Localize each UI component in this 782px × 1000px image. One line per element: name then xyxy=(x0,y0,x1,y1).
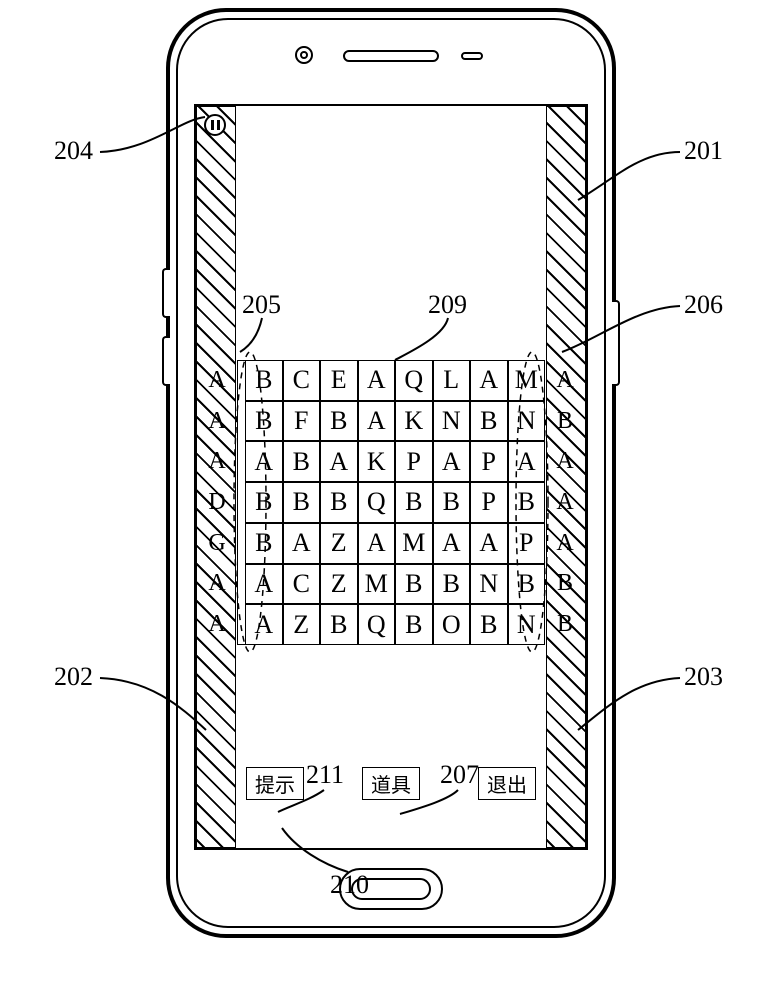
side-cell: A xyxy=(208,401,226,442)
grid-cell[interactable]: A xyxy=(433,441,471,482)
grid-cell[interactable]: O xyxy=(433,604,471,645)
earpiece-speaker-icon xyxy=(343,50,439,62)
grid-cell[interactable]: Q xyxy=(395,360,433,401)
front-camera-icon xyxy=(295,46,313,64)
grid-cell[interactable]: Z xyxy=(320,523,358,564)
grid-cell[interactable]: B xyxy=(320,401,358,442)
grid-cell[interactable]: C xyxy=(283,360,321,401)
grid-cell[interactable]: A xyxy=(358,360,396,401)
grid-cell[interactable]: P xyxy=(470,441,508,482)
grid-cell[interactable]: A xyxy=(433,523,471,564)
grid-cell[interactable]: A xyxy=(470,523,508,564)
grid-cell[interactable]: L xyxy=(433,360,471,401)
grid-cell[interactable]: Z xyxy=(320,564,358,605)
side-cell: A xyxy=(208,441,226,482)
grid-cell[interactable]: B xyxy=(433,482,471,523)
grid-cell[interactable]: P xyxy=(395,441,433,482)
grid-cell[interactable]: E xyxy=(320,360,358,401)
label-202: 202 xyxy=(54,662,93,692)
grid-cell[interactable]: B xyxy=(470,401,508,442)
grid-cell[interactable]: N xyxy=(470,564,508,605)
phone-outline: BCEAQLAMBFBAKNBNABAKPAPABBBQBBPBBAZAMAAP… xyxy=(166,8,616,938)
letter-grid[interactable]: BCEAQLAMBFBAKNBNABAKPAPABBBQBBPBBAZAMAAP… xyxy=(245,360,545,645)
proximity-sensor-icon xyxy=(461,52,483,60)
hint-button[interactable]: 提示 xyxy=(246,767,304,800)
grid-cell[interactable]: N xyxy=(433,401,471,442)
grid-cell[interactable]: B xyxy=(433,564,471,605)
grid-cell[interactable]: K xyxy=(395,401,433,442)
grid-cell[interactable]: B xyxy=(320,604,358,645)
bottom-button-row: 提示 道具 退出 xyxy=(246,767,536,800)
grid-cell[interactable]: A xyxy=(358,401,396,442)
side-cell: B xyxy=(556,564,574,605)
grid-cell[interactable]: B xyxy=(320,482,358,523)
grid-cell[interactable]: A xyxy=(320,441,358,482)
grid-cell[interactable]: Z xyxy=(283,604,321,645)
grid-cell[interactable]: B xyxy=(395,604,433,645)
label-210: 210 xyxy=(330,870,369,900)
grid-cell[interactable]: B xyxy=(283,441,321,482)
side-cell: B xyxy=(556,604,574,645)
grid-cell[interactable]: C xyxy=(283,564,321,605)
grid-cell[interactable]: A xyxy=(283,523,321,564)
label-204: 204 xyxy=(54,136,93,166)
side-cell: A xyxy=(556,523,574,564)
right-side-column: ABAAABB xyxy=(556,360,574,645)
label-201: 201 xyxy=(684,136,723,166)
grid-cell[interactable]: A xyxy=(358,523,396,564)
side-cell: A xyxy=(556,482,574,523)
exit-button[interactable]: 退出 xyxy=(478,767,536,800)
label-207: 207 xyxy=(440,760,479,790)
label-209: 209 xyxy=(428,290,467,320)
grid-cell[interactable]: A xyxy=(470,360,508,401)
grid-cell[interactable]: F xyxy=(283,401,321,442)
side-cell: A xyxy=(208,604,226,645)
label-211: 211 xyxy=(306,760,344,790)
label-203: 203 xyxy=(684,662,723,692)
dashed-ellipse-right xyxy=(512,344,552,660)
side-button-power xyxy=(612,300,620,386)
side-cell: G xyxy=(208,523,226,564)
grid-cell[interactable]: M xyxy=(358,564,396,605)
side-cell: B xyxy=(556,401,574,442)
label-205: 205 xyxy=(242,290,281,320)
side-button-volume-down xyxy=(162,336,170,386)
side-cell: D xyxy=(208,482,226,523)
screen: BCEAQLAMBFBAKNBNABAKPAPABBBQBBPBBAZAMAAP… xyxy=(194,104,588,850)
grid-cell[interactable]: Q xyxy=(358,482,396,523)
side-cell: A xyxy=(556,360,574,401)
label-206: 206 xyxy=(684,290,723,320)
grid-cell[interactable]: M xyxy=(395,523,433,564)
dashed-ellipse-left xyxy=(230,344,270,660)
side-button-volume-up xyxy=(162,268,170,318)
grid-cell[interactable]: P xyxy=(470,482,508,523)
grid-cell[interactable]: B xyxy=(395,482,433,523)
side-cell: A xyxy=(208,564,226,605)
side-cell: A xyxy=(556,441,574,482)
grid-cell[interactable]: Q xyxy=(358,604,396,645)
grid-cell[interactable]: K xyxy=(358,441,396,482)
left-side-column: AAADGAA xyxy=(208,360,226,645)
side-cell: A xyxy=(208,360,226,401)
props-button[interactable]: 道具 xyxy=(362,767,420,800)
grid-cell[interactable]: B xyxy=(395,564,433,605)
grid-cell[interactable]: B xyxy=(470,604,508,645)
grid-cell[interactable]: B xyxy=(283,482,321,523)
pause-button[interactable] xyxy=(204,114,226,136)
